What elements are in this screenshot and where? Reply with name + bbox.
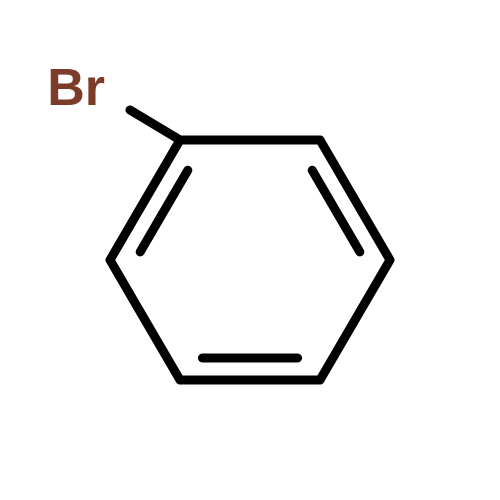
bromine-label: Br — [47, 59, 105, 117]
bond-2 — [320, 260, 390, 380]
molecule-canvas: Br — [0, 0, 500, 500]
bond-5-inner — [140, 170, 188, 252]
bonds-group — [110, 110, 390, 380]
bond-1-inner — [312, 170, 360, 252]
bond-substituent — [130, 110, 180, 140]
labels-group: Br — [47, 59, 105, 117]
bond-4 — [110, 260, 180, 380]
